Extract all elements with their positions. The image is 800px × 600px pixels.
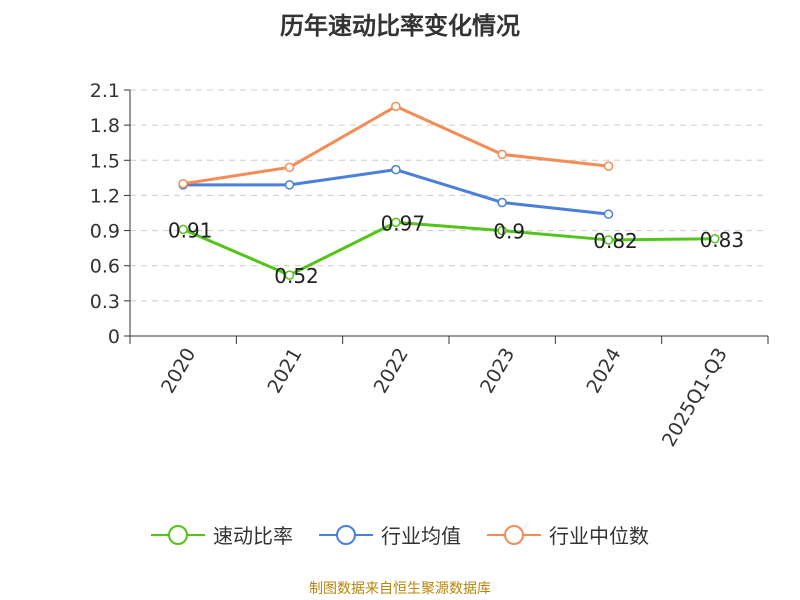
y-tick-label: 1.8	[90, 115, 120, 137]
data-point-0	[497, 225, 507, 236]
gridlines	[130, 89, 768, 302]
data-label: 0.52	[274, 264, 319, 288]
series-line-0	[182, 220, 715, 277]
data-label: 0.91	[168, 218, 213, 242]
series-points	[178, 101, 720, 280]
data-point-0	[284, 270, 295, 280]
line-chart: 0 0.3 0.6 0.9 1.2 1.5 1.8 2.1 2020 2021 2022 2023 20…	[90, 80, 769, 451]
legend-label-industry-median: 行业中位数	[549, 524, 649, 548]
y-tick-label: 2.1	[90, 80, 120, 102]
legend-marker-industry-mean	[319, 524, 373, 545]
legend-label-quick-ratio: 速动比率	[213, 524, 293, 548]
y-tick-label: 0	[108, 326, 120, 348]
source-note: 制图数据来自恒生聚源数据库	[309, 581, 491, 597]
x-tick-label: 2025Q1-Q3	[658, 344, 732, 450]
y-tick-label: 0.6	[90, 256, 120, 278]
data-point-0	[710, 234, 720, 244]
data-point-2	[284, 162, 295, 173]
data-point-1	[497, 197, 507, 208]
data-point-0	[178, 224, 188, 235]
data-point-1	[391, 164, 401, 175]
data-label: 0.97	[381, 211, 426, 235]
data-label: 0.9	[493, 220, 525, 244]
series-line-1	[183, 168, 609, 216]
x-tick-label: 2020	[157, 344, 200, 397]
chart-title: 历年速动比率变化情况	[280, 12, 520, 40]
legend-marker-industry-median	[487, 524, 541, 545]
data-point-2	[391, 101, 401, 112]
legend-label-industry-mean: 行业均值	[381, 524, 461, 548]
x-tick-label: 2024	[582, 344, 625, 397]
y-tick-label: 1.2	[90, 185, 120, 207]
data-point-0	[603, 235, 614, 245]
y-tick-label: 1.5	[90, 150, 120, 172]
data-labels: 0.91 0.52 0.97 0.9 0.82 0.83	[168, 211, 744, 288]
y-tick-label: 0.3	[90, 291, 120, 313]
legend-marker-quick-ratio	[151, 524, 205, 545]
data-point-0	[391, 217, 401, 228]
legend: 速动比率 行业均值 行业中位数	[0, 520, 800, 549]
data-point-2	[497, 149, 507, 160]
data-label: 0.82	[593, 229, 638, 253]
data-point-1	[284, 180, 295, 190]
legend-item-quick-ratio[interactable]: 速动比率	[151, 520, 293, 549]
legend-item-industry-median[interactable]: 行业中位数	[487, 520, 649, 549]
x-tick-label: 2023	[476, 344, 519, 397]
legend-item-industry-mean[interactable]: 行业均值	[319, 520, 461, 549]
data-point-2	[603, 161, 614, 171]
y-tick-label: 0.9	[90, 221, 120, 243]
x-tick-label: 2022	[370, 344, 413, 397]
data-point-2	[178, 178, 188, 189]
x-tick-label: 2021	[263, 344, 306, 397]
data-point-1	[603, 209, 614, 219]
data-label: 0.83	[700, 228, 745, 252]
